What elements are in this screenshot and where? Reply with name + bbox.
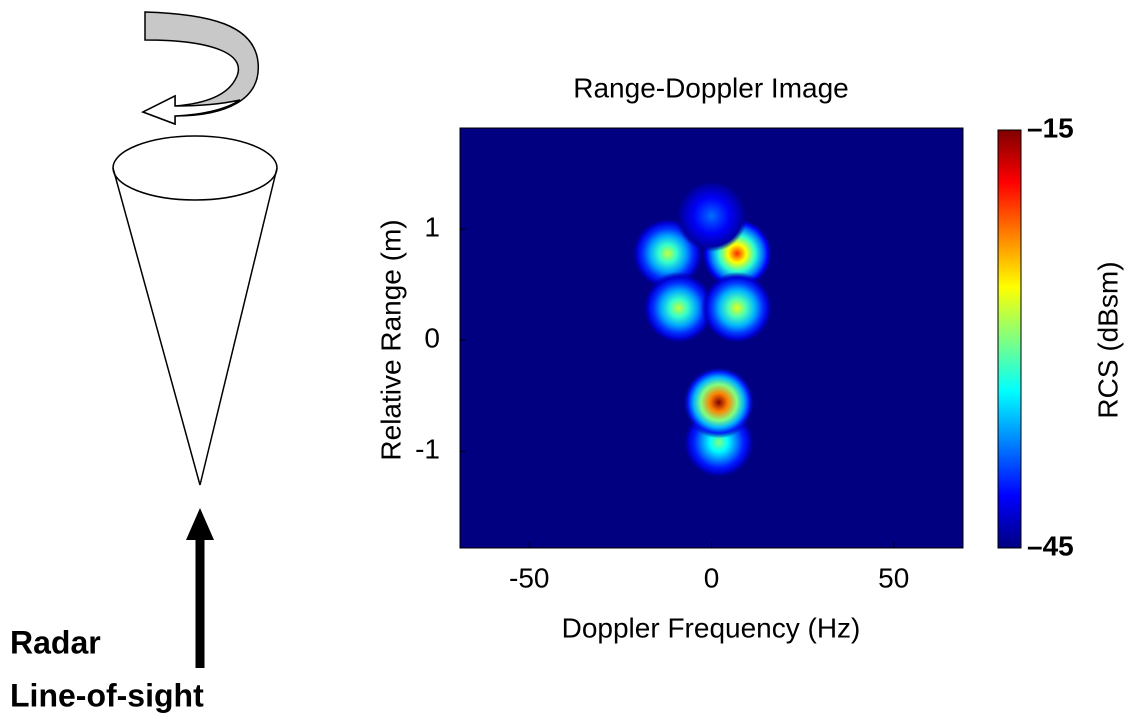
cone-side — [199, 167, 278, 486]
heatmap-blob — [642, 272, 715, 344]
heatmap-blob — [675, 179, 748, 252]
x-tick-label: 0 — [704, 562, 720, 593]
caption: Radar — [10, 624, 101, 660]
colorbar-tick-label: –45 — [1027, 530, 1074, 561]
x-tick-label: 50 — [878, 562, 909, 593]
y-tick-label: -1 — [415, 434, 440, 465]
colorbar — [997, 129, 1022, 549]
colorbar-label: RCS (dBsm) — [1092, 261, 1123, 418]
chart-title: Range-Doppler Image — [573, 72, 849, 103]
line-of-sight-arrow — [186, 508, 214, 668]
rotation-arrow-head — [141, 94, 241, 126]
x-axis-label: Doppler Frequency (Hz) — [562, 612, 861, 643]
heatmap-blob — [701, 272, 774, 344]
cone-side — [112, 167, 201, 486]
y-tick-label: 0 — [424, 323, 440, 354]
x-tick-label: -50 — [509, 562, 549, 593]
y-axis-label: Relative Range (m) — [375, 219, 406, 460]
cone-diagram — [112, 11, 278, 486]
heatmap-blob — [682, 366, 755, 439]
cone-base — [112, 135, 278, 201]
colorbar-tick-label: –15 — [1027, 112, 1074, 143]
y-tick-label: 1 — [424, 212, 440, 243]
caption: Line-of-sight — [10, 677, 204, 713]
